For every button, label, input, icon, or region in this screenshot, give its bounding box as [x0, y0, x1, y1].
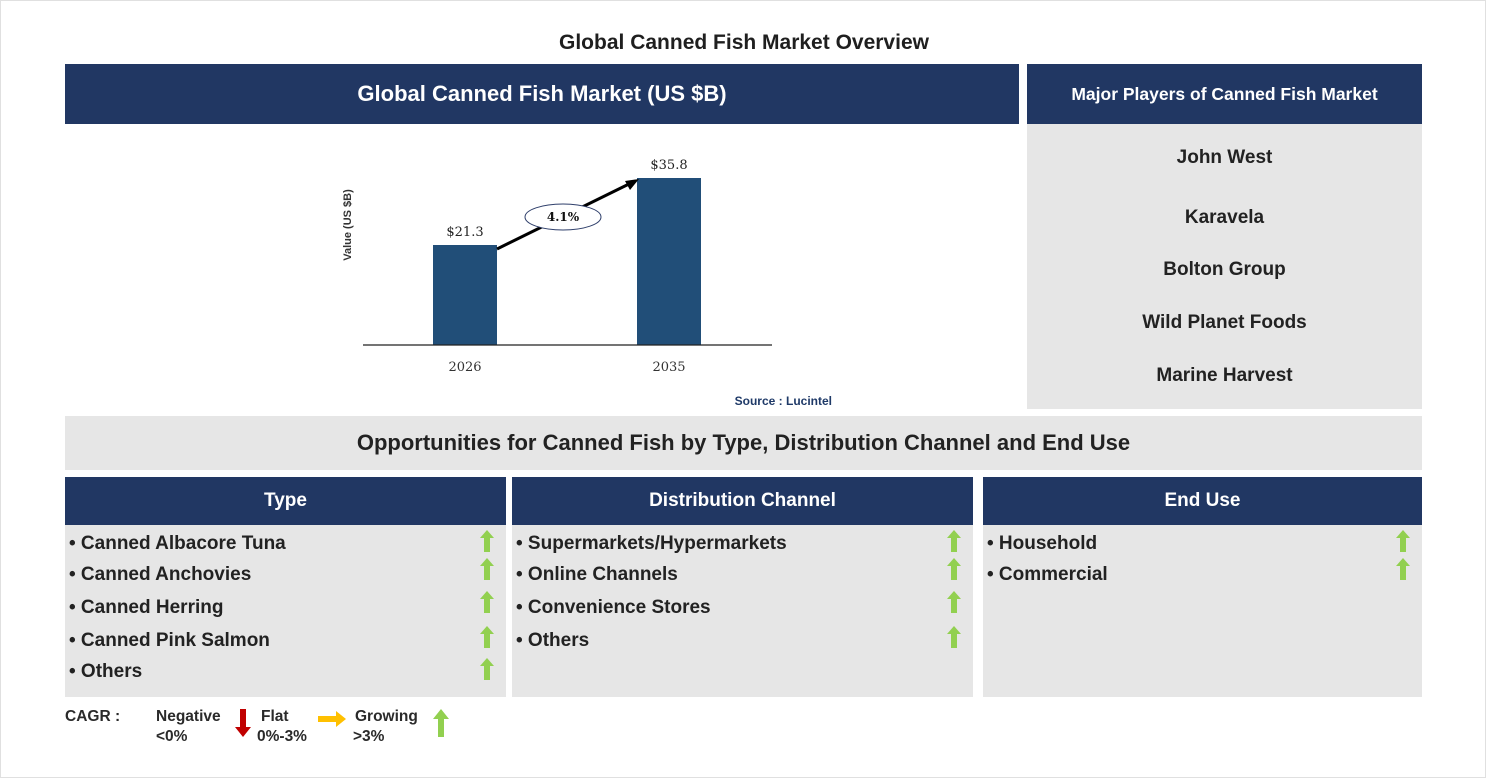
player-item: Bolton Group	[1163, 259, 1286, 280]
up-arrow-icon	[433, 709, 449, 737]
list-item: • Canned Herring	[69, 597, 224, 618]
distribution-column-list: • Supermarkets/Hypermarkets • Online Cha…	[512, 525, 973, 697]
bar-value-2035: $35.8	[650, 158, 687, 173]
list-item: • Online Channels	[516, 564, 678, 585]
right-arrow-icon	[318, 711, 346, 727]
list-item: • Canned Albacore Tuna	[69, 533, 286, 554]
players-panel-header: Major Players of Canned Fish Market	[1027, 64, 1422, 124]
list-item: • Commercial	[987, 564, 1108, 585]
up-arrow-icon	[1396, 530, 1410, 552]
list-item: • Canned Anchovies	[69, 564, 252, 585]
bar-chart: Value (US $B) 4.1% $21.3 $35.8 2026 2035…	[331, 141, 851, 421]
chart-source: Source : Lucintel	[735, 394, 832, 408]
legend-flat-range: 0%-3%	[257, 728, 307, 745]
distribution-column-header: Distribution Channel	[512, 477, 973, 525]
down-arrow-icon	[235, 709, 251, 737]
cagr-arrowhead	[625, 179, 639, 190]
list-item: • Others	[516, 630, 590, 651]
end-use-column-list: • Household • Commercial	[983, 525, 1422, 697]
legend-label: CAGR :	[65, 708, 121, 725]
up-arrow-icon	[480, 558, 494, 580]
cagr-label: 4.1%	[547, 210, 580, 224]
list-item: • Supermarkets/Hypermarkets	[516, 533, 787, 554]
up-arrow-icon	[480, 658, 494, 680]
legend-flat-name: Flat	[261, 708, 289, 725]
bar-chart-svg: Value (US $B) 4.1% $21.3 $35.8 2026 2035…	[342, 158, 832, 408]
players-list: John West Karavela Bolton Group Wild Pla…	[1027, 124, 1422, 409]
up-arrow-icon	[480, 626, 494, 648]
y-axis-label: Value (US $B)	[342, 189, 354, 261]
up-arrow-icon	[1396, 558, 1410, 580]
end-use-column-header: End Use	[983, 477, 1422, 525]
x-tick-2035: 2035	[652, 360, 685, 375]
bar-value-2026: $21.3	[446, 225, 483, 240]
legend-growing-range: >3%	[353, 728, 385, 745]
up-arrow-icon	[947, 626, 961, 648]
up-arrow-icon	[947, 558, 961, 580]
up-arrow-icon	[480, 530, 494, 552]
bar-2026	[433, 245, 497, 345]
page-title: Global Canned Fish Market Overview	[559, 31, 929, 54]
player-item: Karavela	[1184, 207, 1265, 228]
list-item: • Convenience Stores	[516, 597, 711, 618]
up-arrow-icon	[480, 591, 494, 613]
player-item: John West	[1176, 147, 1273, 168]
cagr-bubble	[524, 203, 602, 231]
opportunities-header: Opportunities for Canned Fish by Type, D…	[65, 416, 1422, 470]
player-item: Wild Planet Foods	[1142, 312, 1307, 333]
list-item: • Household	[987, 533, 1098, 554]
bar-2035	[637, 178, 701, 345]
chart-panel-header: Global Canned Fish Market (US $B)	[65, 64, 1019, 124]
list-item: • Canned Pink Salmon	[69, 630, 270, 651]
up-arrow-icon	[947, 530, 961, 552]
legend-growing-name: Growing	[355, 708, 418, 725]
type-column-header: Type	[65, 477, 506, 525]
legend-negative-name: Negative	[156, 708, 221, 725]
player-item: Marine Harvest	[1156, 365, 1293, 386]
x-tick-2026: 2026	[448, 360, 481, 375]
legend-negative-range: <0%	[156, 728, 188, 745]
list-item: • Others	[69, 661, 143, 682]
type-column-list: • Canned Albacore Tuna • Canned Anchovie…	[65, 525, 506, 697]
up-arrow-icon	[947, 591, 961, 613]
